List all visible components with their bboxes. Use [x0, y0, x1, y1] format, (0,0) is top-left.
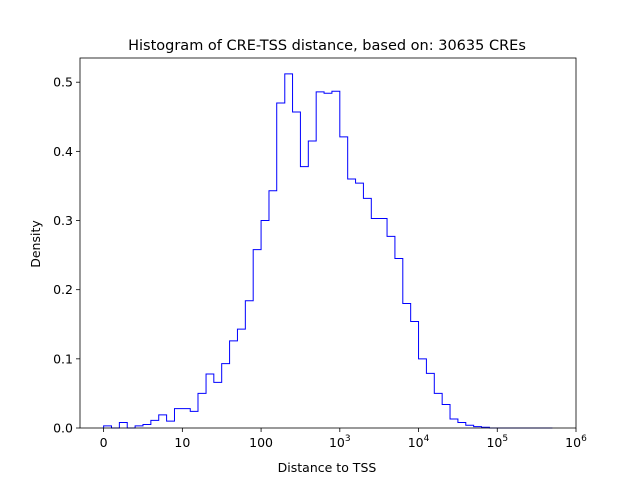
y-tick-label: 0.3: [53, 213, 73, 228]
y-tick-label: 0.1: [53, 351, 73, 366]
plot-area: [103, 73, 553, 429]
y-tick-label: 0.2: [53, 282, 73, 297]
y-tick-label: 0.5: [53, 75, 73, 90]
x-tick-label: 106: [565, 434, 587, 450]
x-tick-label: 103: [329, 434, 351, 450]
y-tick-label: 0.4: [53, 144, 73, 159]
x-axis-label: Distance to TSS: [278, 460, 377, 475]
x-tick-label: 10: [174, 435, 190, 450]
histogram-step-line: [103, 73, 553, 429]
plot-frame: [79, 57, 577, 429]
x-tick-label: 0: [100, 435, 108, 450]
axis-ticks: 0 10 100 103 104 105 106 0.0 0.1 0.2 0.3 0.4 0.5: [53, 75, 587, 450]
x-tick-label: 100: [249, 435, 273, 450]
x-tick-label: 104: [408, 434, 430, 450]
y-axis-label: Density: [28, 220, 43, 268]
x-tick-label: 105: [486, 434, 508, 450]
chart-title: Histogram of CRE-TSS distance, based on:…: [128, 38, 526, 54]
y-tick-label: 0.0: [53, 421, 73, 436]
